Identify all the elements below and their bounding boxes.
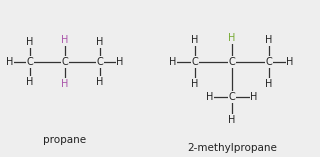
Text: H: H	[26, 37, 34, 47]
Text: H: H	[169, 57, 177, 67]
Text: C: C	[97, 57, 103, 67]
Text: H: H	[96, 77, 104, 87]
Text: H: H	[265, 79, 273, 89]
Text: H: H	[61, 35, 69, 45]
Text: H: H	[265, 35, 273, 45]
Text: C: C	[228, 57, 236, 67]
Text: H: H	[228, 33, 236, 43]
Text: C: C	[266, 57, 272, 67]
Text: H: H	[206, 92, 214, 102]
Text: H: H	[228, 115, 236, 125]
Text: H: H	[250, 92, 258, 102]
Text: C: C	[62, 57, 68, 67]
Text: H: H	[61, 79, 69, 89]
Text: propane: propane	[44, 135, 87, 145]
Text: H: H	[6, 57, 14, 67]
Text: 2-methylpropane: 2-methylpropane	[187, 143, 277, 153]
Text: H: H	[96, 37, 104, 47]
Text: H: H	[191, 79, 199, 89]
Text: H: H	[26, 77, 34, 87]
Text: C: C	[228, 92, 236, 102]
Text: H: H	[286, 57, 294, 67]
Text: H: H	[116, 57, 124, 67]
Text: C: C	[27, 57, 33, 67]
Text: H: H	[191, 35, 199, 45]
Text: C: C	[192, 57, 198, 67]
